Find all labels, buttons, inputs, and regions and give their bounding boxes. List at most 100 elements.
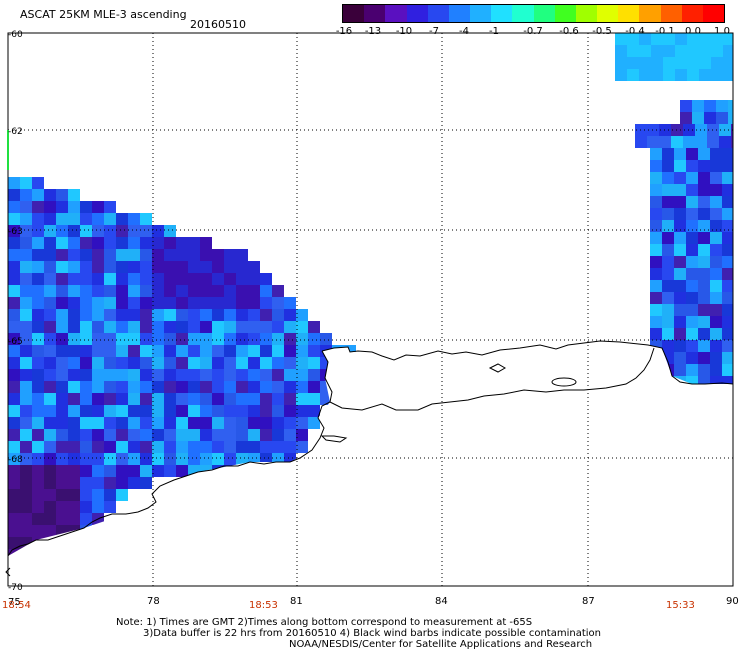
wind-cell bbox=[44, 237, 56, 249]
wind-cell bbox=[674, 328, 686, 340]
wind-cell bbox=[116, 225, 128, 237]
wind-cell bbox=[650, 328, 662, 340]
wind-cell bbox=[650, 304, 662, 316]
wind-cell bbox=[104, 297, 116, 309]
wind-cell bbox=[32, 525, 44, 537]
wind-cell bbox=[284, 297, 296, 309]
plot-frame bbox=[7, 32, 734, 587]
wind-cell bbox=[116, 297, 128, 309]
wind-cell bbox=[80, 501, 92, 513]
wind-cell bbox=[8, 213, 20, 225]
wind-cell bbox=[686, 280, 698, 292]
wind-cell bbox=[704, 100, 716, 112]
wind-cell bbox=[92, 417, 104, 429]
wind-cell bbox=[56, 429, 68, 441]
wind-cell bbox=[20, 489, 32, 501]
wind-cell bbox=[92, 225, 104, 237]
wind-cell bbox=[722, 304, 733, 316]
wind-cell bbox=[284, 309, 296, 321]
wind-cell bbox=[68, 429, 80, 441]
wind-cell bbox=[659, 136, 671, 148]
wind-cell bbox=[212, 429, 224, 441]
wind-cell bbox=[44, 501, 56, 513]
wind-cell bbox=[8, 237, 20, 249]
wind-cell bbox=[80, 237, 92, 249]
wind-cell bbox=[710, 304, 722, 316]
wind-cell bbox=[650, 292, 662, 304]
wind-cell bbox=[308, 393, 320, 405]
wind-cell bbox=[8, 189, 20, 201]
wind-cell bbox=[104, 441, 116, 453]
wind-cell bbox=[152, 441, 164, 453]
wind-cell bbox=[200, 393, 212, 405]
wind-cell bbox=[44, 429, 56, 441]
wind-cell bbox=[92, 321, 104, 333]
wind-cell bbox=[272, 405, 284, 417]
wind-cell bbox=[176, 321, 188, 333]
wind-cell bbox=[44, 213, 56, 225]
wind-cell bbox=[710, 340, 722, 352]
wind-cell bbox=[308, 333, 320, 345]
wind-cell bbox=[140, 357, 152, 369]
wind-cell bbox=[236, 297, 248, 309]
wind-cell bbox=[140, 333, 152, 345]
wind-cell bbox=[68, 501, 80, 513]
wind-cell bbox=[80, 273, 92, 285]
wind-cell bbox=[104, 465, 116, 477]
wind-cell bbox=[212, 441, 224, 453]
wind-cell bbox=[212, 249, 224, 261]
wind-cell bbox=[116, 477, 128, 489]
lat-label: -70 bbox=[8, 583, 23, 593]
wind-cell bbox=[128, 417, 140, 429]
wind-cell bbox=[188, 321, 200, 333]
wind-cell bbox=[260, 345, 272, 357]
wind-cell bbox=[8, 321, 20, 333]
wind-cell bbox=[662, 292, 674, 304]
wind-cell bbox=[56, 477, 68, 489]
wind-cell bbox=[296, 345, 308, 357]
wind-cell bbox=[236, 309, 248, 321]
wind-cell bbox=[152, 417, 164, 429]
wind-cell bbox=[687, 33, 699, 45]
wind-cell bbox=[663, 33, 675, 45]
wind-cell bbox=[650, 160, 662, 172]
wind-cell bbox=[722, 220, 733, 232]
wind-cell bbox=[248, 369, 260, 381]
wind-cell bbox=[176, 465, 188, 477]
wind-cell bbox=[651, 69, 663, 81]
wind-cell bbox=[20, 285, 32, 297]
wind-cell bbox=[662, 256, 674, 268]
wind-cell bbox=[236, 393, 248, 405]
wind-cell bbox=[710, 280, 722, 292]
wind-cell bbox=[296, 405, 308, 417]
wind-cell bbox=[8, 249, 20, 261]
wind-cell bbox=[32, 249, 44, 261]
wind-cell bbox=[650, 268, 662, 280]
wind-cell bbox=[260, 333, 272, 345]
wind-cell bbox=[20, 345, 32, 357]
wind-cell bbox=[200, 297, 212, 309]
wind-cell bbox=[32, 333, 44, 345]
wind-cell bbox=[20, 177, 32, 189]
colorbar-swatch bbox=[512, 5, 534, 22]
wind-cell bbox=[128, 213, 140, 225]
wind-cell bbox=[224, 453, 236, 465]
wind-cell bbox=[188, 381, 200, 393]
wind-cell bbox=[200, 453, 212, 465]
wind-cell bbox=[698, 160, 710, 172]
wind-cell bbox=[710, 196, 722, 208]
wind-cell bbox=[627, 69, 639, 81]
wind-cell bbox=[200, 237, 212, 249]
wind-cell bbox=[236, 441, 248, 453]
wind-cell bbox=[20, 513, 32, 525]
wind-cell bbox=[627, 33, 639, 45]
wind-cell bbox=[248, 321, 260, 333]
wind-cell bbox=[104, 285, 116, 297]
wind-cell bbox=[716, 100, 728, 112]
wind-cell bbox=[164, 369, 176, 381]
time-label-middle: 18:53 bbox=[249, 600, 278, 611]
wind-cell bbox=[224, 249, 236, 261]
wind-cell bbox=[140, 477, 152, 489]
wind-cell bbox=[236, 417, 248, 429]
wind-cell bbox=[8, 297, 20, 309]
